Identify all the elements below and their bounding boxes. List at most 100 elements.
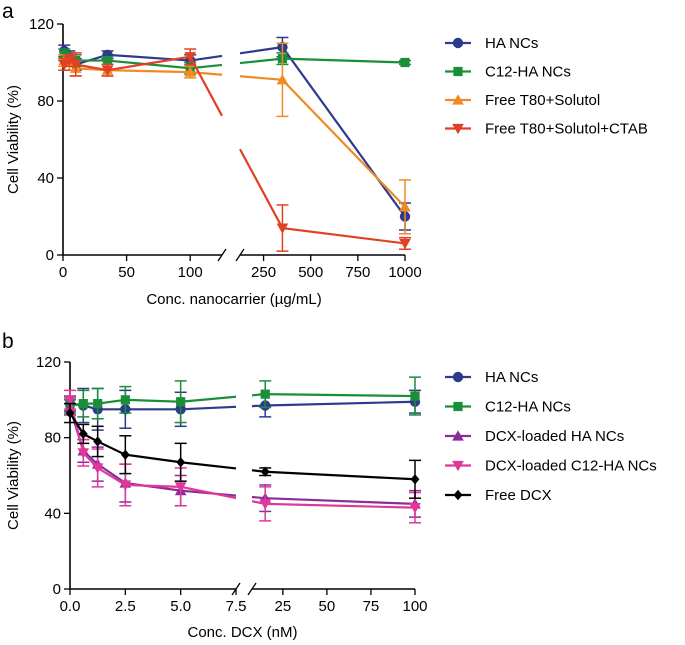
legend: HA NCs C12-HA NCs DCX-loaded HA NCs DCX-loa… xyxy=(445,369,657,504)
data-point xyxy=(184,66,196,77)
axis-break-mark xyxy=(235,248,245,262)
data-point xyxy=(260,389,270,399)
axis-break-mark xyxy=(217,248,227,262)
x-axis-label: Conc. nanocarrier (µg/mL) xyxy=(146,291,321,308)
x-tick-label: 250 xyxy=(251,264,276,281)
data-point xyxy=(409,503,421,514)
series-line xyxy=(239,148,406,245)
legend-item-c12-ha-ncs: C12-HA NCs xyxy=(445,399,571,416)
data-point xyxy=(260,466,270,477)
legend-marker xyxy=(452,460,464,472)
legend-item-ha-ncs: HA NCs xyxy=(445,369,538,386)
legend-marker xyxy=(452,430,464,441)
series-line xyxy=(251,469,416,481)
data-point xyxy=(174,482,187,493)
x-tick-label: 2.5 xyxy=(115,598,136,615)
data-point xyxy=(78,399,88,409)
y-tick-label: 120 xyxy=(36,354,61,371)
data-point xyxy=(93,436,103,447)
data-point xyxy=(63,55,76,67)
y-axis-label: Cell Viability (%) xyxy=(5,85,22,194)
legend-label: Free T80+Solutol+CTAB xyxy=(485,121,648,138)
legend-item-ha-ncs: HA NCs xyxy=(445,35,538,52)
legend-label: HA NCs xyxy=(485,369,538,386)
x-tick-label: 50 xyxy=(319,598,336,615)
legend-item-free-t80-solutol-ctab: Free T80+Solutol+CTAB xyxy=(445,121,648,138)
y-tick-label: 80 xyxy=(44,430,61,447)
chart-panel-b: b 0 40 80 120 Cell Viability (%) 0.0 2.5 5.0 7.5 2… xyxy=(2,330,657,641)
data-point xyxy=(120,395,130,405)
legend-marker xyxy=(453,489,463,501)
data-point xyxy=(93,399,103,409)
data-point xyxy=(65,407,75,419)
data-point xyxy=(101,65,114,76)
x-tick-label: 1000 xyxy=(388,264,421,281)
series-line xyxy=(68,407,237,497)
x-tick-label: 7.5 xyxy=(226,598,247,615)
data-point xyxy=(77,448,90,459)
axis-break-mark xyxy=(247,582,257,596)
legend-marker xyxy=(452,123,464,135)
x-tick-label: 0 xyxy=(59,264,67,281)
x-tick-label: 750 xyxy=(345,264,370,281)
data-point xyxy=(399,201,411,212)
data-point xyxy=(276,223,289,234)
y-axis-label: Cell Viability (%) xyxy=(5,421,22,530)
x-tick-label: 500 xyxy=(298,264,323,281)
x-tick-label: 5.0 xyxy=(170,598,191,615)
data-point xyxy=(410,391,420,401)
panel-label: b xyxy=(2,330,14,353)
x-tick-label: 50 xyxy=(118,264,135,281)
data-point xyxy=(78,428,88,440)
series-line xyxy=(69,412,237,470)
x-tick-label: 100 xyxy=(402,598,427,615)
data-point xyxy=(102,55,113,66)
data-point xyxy=(259,499,272,510)
data-point xyxy=(276,74,289,85)
panel-label: a xyxy=(2,0,14,23)
data-point xyxy=(400,57,410,68)
data-point xyxy=(69,59,82,71)
legend-item-free-dcx: Free DCX xyxy=(445,487,552,504)
series-c12-ha-ncs xyxy=(64,376,421,424)
data-point xyxy=(119,480,132,491)
series-line xyxy=(251,400,416,408)
series-line xyxy=(251,495,416,505)
legend-item-free-t80-solutol: Free T80+Solutol xyxy=(445,92,600,109)
legend-label: C12-HA NCs xyxy=(485,399,571,416)
y-tick-label: 0 xyxy=(53,581,61,598)
series-dcx-loaded-ha-ncs xyxy=(64,399,421,518)
legend-item-dcx-loaded-ha-ncs: DCX-loaded HA NCs xyxy=(445,428,624,445)
legend-marker xyxy=(452,37,464,49)
series-free-dcx xyxy=(64,402,421,499)
axis-break-mark xyxy=(231,582,241,596)
legend-item-dcx-loaded-c12-ha-ncs: DCX-loaded C12-HA NCs xyxy=(445,458,657,475)
y-tick-label: 80 xyxy=(37,93,54,110)
legend-marker xyxy=(452,371,464,383)
y-tick-label: 0 xyxy=(46,247,54,264)
series-line xyxy=(63,50,223,66)
legend-marker xyxy=(452,94,464,105)
legend-label: C12-HA NCs xyxy=(485,64,571,81)
y-tick-label: 40 xyxy=(37,170,54,187)
series-free-t80-solutol-ctab xyxy=(58,48,411,252)
series-line xyxy=(239,75,406,208)
x-tick-label: 100 xyxy=(178,264,203,281)
x-tick-label: 25 xyxy=(274,598,291,615)
data-point xyxy=(176,457,186,468)
x-axis-label: Conc. DCX (nM) xyxy=(187,624,297,641)
data-point xyxy=(120,449,130,460)
legend-marker xyxy=(453,401,463,412)
legend-label: DCX-loaded HA NCs xyxy=(485,428,624,445)
series-line xyxy=(239,57,406,65)
y-tick-label: 120 xyxy=(29,16,54,33)
series-line xyxy=(239,45,406,218)
legend-item-c12-ha-ncs: C12-HA NCs xyxy=(445,64,571,81)
series-line xyxy=(251,393,416,398)
data-point xyxy=(91,463,104,474)
legend-label: DCX-loaded C12-HA NCs xyxy=(485,458,657,475)
legend-label: Free DCX xyxy=(485,487,552,504)
data-point xyxy=(184,52,196,63)
x-tick-label: 0.0 xyxy=(60,598,81,615)
